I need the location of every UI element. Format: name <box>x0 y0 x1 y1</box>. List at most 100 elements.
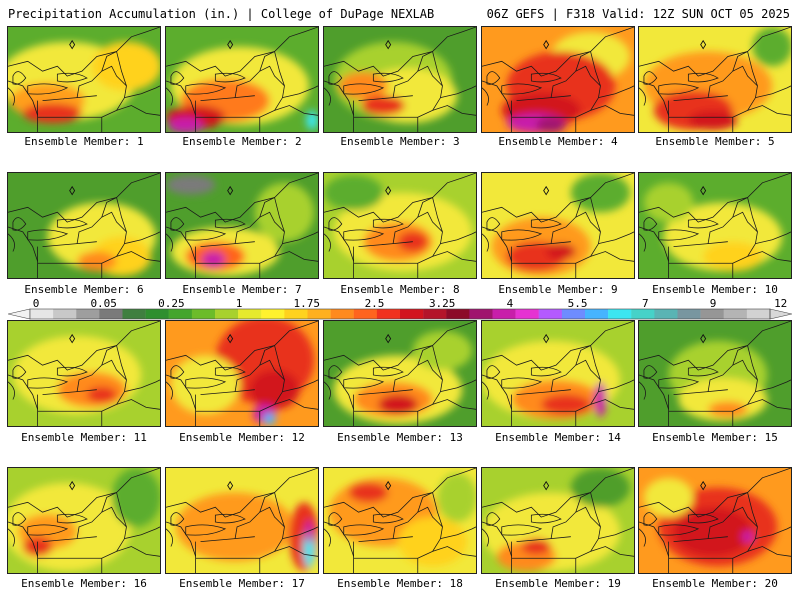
boundary-line <box>324 27 476 77</box>
colorbar-tick-label: 0.05 <box>90 297 117 310</box>
boundary-line <box>732 51 748 72</box>
precip-contour <box>536 117 566 132</box>
ensemble-member-label: Ensemble Member: 6 <box>24 283 144 296</box>
location-marker-icon <box>700 333 707 344</box>
ensemble-member-map <box>638 172 792 279</box>
boundary-line <box>687 218 719 229</box>
boundary-line <box>598 526 634 540</box>
boundary-line <box>124 526 160 540</box>
boundary-line <box>668 256 748 264</box>
boundary-line <box>274 345 285 381</box>
boundary-line <box>643 71 658 85</box>
precip-contour <box>22 103 83 124</box>
ensemble-member-label: Ensemble Member: 2 <box>182 135 302 148</box>
precip-contour <box>348 482 389 503</box>
precip-field <box>324 173 476 278</box>
ensemble-member-map <box>323 26 477 133</box>
boundary-line <box>166 528 173 547</box>
boundary-line <box>101 197 117 218</box>
colorbar-swatch <box>423 309 447 319</box>
boundary-line <box>259 197 275 218</box>
boundary-line <box>590 197 601 233</box>
precip-contour <box>306 110 318 131</box>
boundary-line <box>372 513 404 524</box>
precip-contour <box>643 477 694 518</box>
colorbar-swatch <box>261 309 285 319</box>
boundary-line <box>124 231 160 245</box>
precip-contour <box>86 386 117 403</box>
ensemble-member-map <box>165 172 319 279</box>
boundary-line <box>440 85 476 99</box>
colorbar-swatch <box>215 309 239 319</box>
precip-field <box>8 27 160 132</box>
boundary-line <box>282 526 318 540</box>
boundary-line <box>328 512 343 526</box>
location-marker-icon <box>543 39 550 50</box>
ensemble-member-label: Ensemble Member: 3 <box>340 135 460 148</box>
ensemble-member-map <box>7 172 161 279</box>
ensemble-member-label: Ensemble Member: 15 <box>652 431 778 444</box>
ensemble-member-label: Ensemble Member: 7 <box>182 283 302 296</box>
boundary-line <box>274 251 318 262</box>
boundary-line <box>417 197 433 218</box>
boundary-line <box>353 256 433 264</box>
boundary-line <box>673 389 728 395</box>
boundary-line <box>392 506 443 552</box>
boundary-line <box>274 546 318 557</box>
location-marker-icon <box>227 185 234 196</box>
boundary-line <box>8 173 160 223</box>
precip-contour <box>77 251 117 272</box>
boundary-line <box>482 468 634 518</box>
precip-contour <box>167 117 204 132</box>
boundary-line <box>324 173 476 223</box>
boundary-line <box>486 512 501 526</box>
colorbar-min-arrow <box>8 308 31 320</box>
boundary-line <box>590 492 601 528</box>
boundary-line <box>27 229 69 241</box>
precip-contour <box>305 520 314 544</box>
boundary-line <box>639 468 791 518</box>
boundary-line <box>214 513 246 524</box>
boundary-line <box>101 345 117 366</box>
boundary-line <box>440 379 476 393</box>
colorbar-swatch <box>191 309 216 319</box>
colorbar-tick-label: 5.5 <box>567 297 588 310</box>
boundary-line <box>417 51 433 72</box>
colorbar-tick-label: 12 <box>774 297 788 310</box>
boundary-line <box>274 51 285 87</box>
precip-contour <box>91 41 160 91</box>
boundary-line <box>328 71 343 85</box>
precip-field <box>482 468 634 573</box>
colorbar-frame <box>29 308 771 320</box>
boundary-line <box>358 536 413 542</box>
boundary-line <box>56 218 88 229</box>
boundary-line <box>27 524 69 536</box>
boundary-line <box>56 513 88 524</box>
precip-contour <box>166 174 216 195</box>
colorbar-tick-label: 0 <box>32 297 40 310</box>
boundary-line <box>530 218 562 229</box>
boundary-line <box>590 345 601 381</box>
boundary-line <box>755 85 791 99</box>
boundary-line <box>687 366 719 377</box>
precip-field <box>8 173 160 278</box>
precip-contour <box>570 173 631 213</box>
boundary-line <box>101 492 117 513</box>
precip-field <box>8 468 160 573</box>
boundary-line <box>116 399 160 410</box>
ensemble-member-label: Ensemble Member: 9 <box>498 283 618 296</box>
ensemble-member-map <box>323 467 477 574</box>
colorbar-swatch <box>446 309 470 319</box>
precip-contour <box>201 251 226 268</box>
boundary-line <box>643 365 658 379</box>
boundary-line <box>590 105 634 116</box>
boundary-line <box>486 217 501 231</box>
boundary-line <box>324 381 331 400</box>
boundary-line <box>747 546 791 557</box>
boundary-line <box>747 251 791 262</box>
boundary-line <box>482 173 634 223</box>
boundary-line <box>590 251 634 262</box>
boundary-line <box>482 321 634 371</box>
ensemble-member-map <box>323 320 477 427</box>
precip-contour <box>412 330 473 371</box>
